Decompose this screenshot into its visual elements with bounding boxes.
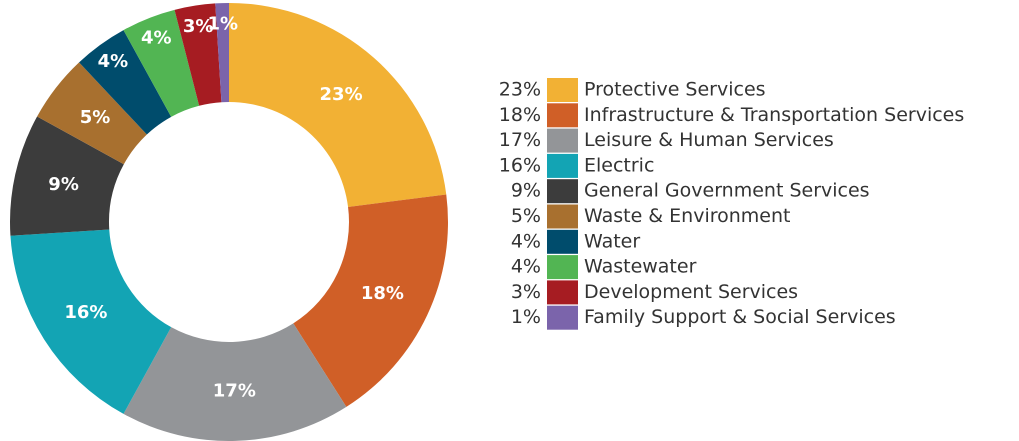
legend-label: Development Services [584, 281, 798, 303]
slice-label: 16% [64, 302, 107, 323]
legend-swatch [547, 78, 578, 102]
legend-swatch [547, 204, 578, 229]
legend-label: Wastewater [584, 256, 697, 278]
legend-value: 9% [511, 180, 541, 202]
legend-label: Infrastructure & Transportation Services [584, 104, 964, 126]
legend-value: 23% [499, 79, 541, 101]
legend-label: Water [584, 230, 640, 252]
legend-swatch [547, 305, 578, 330]
legend-swatch [547, 229, 578, 254]
slice [10, 229, 172, 414]
slice [9, 116, 124, 236]
slice-label: 3% [183, 16, 214, 37]
legend-swatch [547, 103, 578, 128]
slice-label: 9% [48, 174, 79, 195]
slice [37, 62, 147, 165]
legend-value: 4% [511, 230, 541, 252]
legend-value: 16% [499, 154, 541, 176]
legend-label: Leisure & Human Services [584, 129, 834, 151]
slice-label: 1% [208, 14, 239, 35]
slice-label: 5% [80, 107, 111, 128]
legend-label: Waste & Environment [584, 205, 790, 227]
slice-label: 17% [213, 380, 256, 401]
legend-value: 3% [511, 281, 541, 303]
legend-value: 18% [499, 104, 541, 126]
legend-swatch [547, 153, 578, 178]
legend-label: Electric [584, 154, 654, 176]
slice-label: 18% [361, 283, 404, 304]
legend-label: General Government Services [584, 180, 870, 202]
legend-swatch [547, 128, 578, 153]
slice [123, 323, 347, 441]
slice [174, 3, 222, 106]
slice [215, 3, 229, 103]
slice [229, 3, 447, 207]
legend-swatch [547, 280, 578, 305]
slice [293, 194, 448, 407]
legend-value: 5% [511, 205, 541, 227]
slice [79, 30, 172, 135]
slice [123, 9, 200, 117]
slice-label: 4% [141, 27, 172, 48]
legend-value: 4% [511, 256, 541, 278]
slice-label: 23% [320, 84, 363, 105]
slice-label: 4% [98, 51, 129, 72]
legend-value: 17% [499, 129, 541, 151]
legend-swatch [547, 255, 578, 280]
legend-label: Family Support & Social Services [584, 306, 896, 328]
legend-value: 1% [511, 306, 541, 328]
legend-label: Protective Services [584, 79, 766, 101]
legend-swatch [547, 179, 578, 204]
